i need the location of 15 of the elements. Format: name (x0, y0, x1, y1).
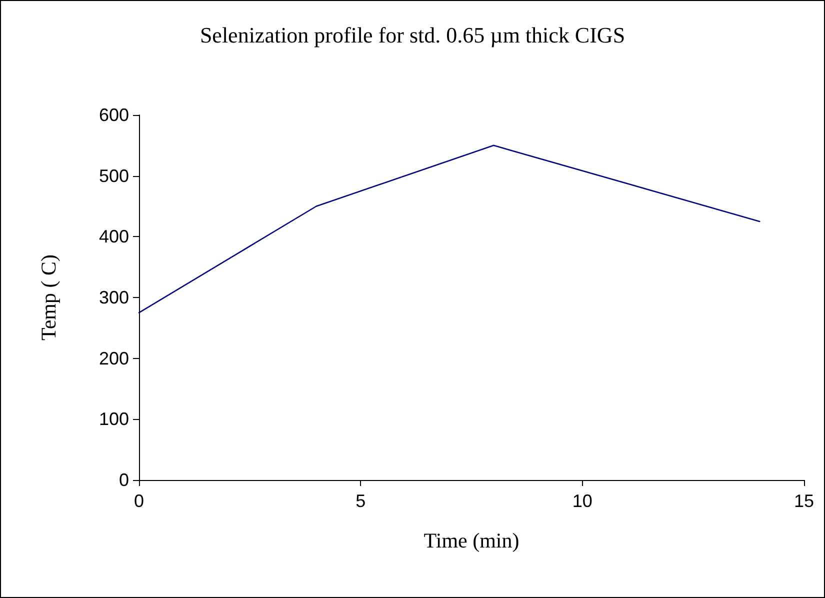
x-tick-label: 0 (134, 491, 144, 511)
chart-title: Selenization profile for std. 0.65 µm thick CIGS (200, 22, 626, 48)
y-tick-label: 400 (98, 226, 129, 247)
y-tick-label: 600 (98, 105, 129, 125)
x-tick-label: 10 (572, 491, 592, 511)
y-tick-label: 100 (98, 409, 129, 430)
x-axis-title: Time (min) (424, 528, 520, 552)
y-axis-title: Temp ( C) (36, 254, 60, 341)
y-tick-label: 200 (98, 348, 129, 368)
x-tick-label: 5 (356, 491, 366, 511)
y-tick-label: 500 (98, 166, 129, 186)
line-series (138, 144, 760, 314)
y-tick-label: 300 (98, 288, 129, 308)
x-tick-label: 15 (794, 491, 814, 511)
y-tick-label: 0 (118, 470, 129, 490)
